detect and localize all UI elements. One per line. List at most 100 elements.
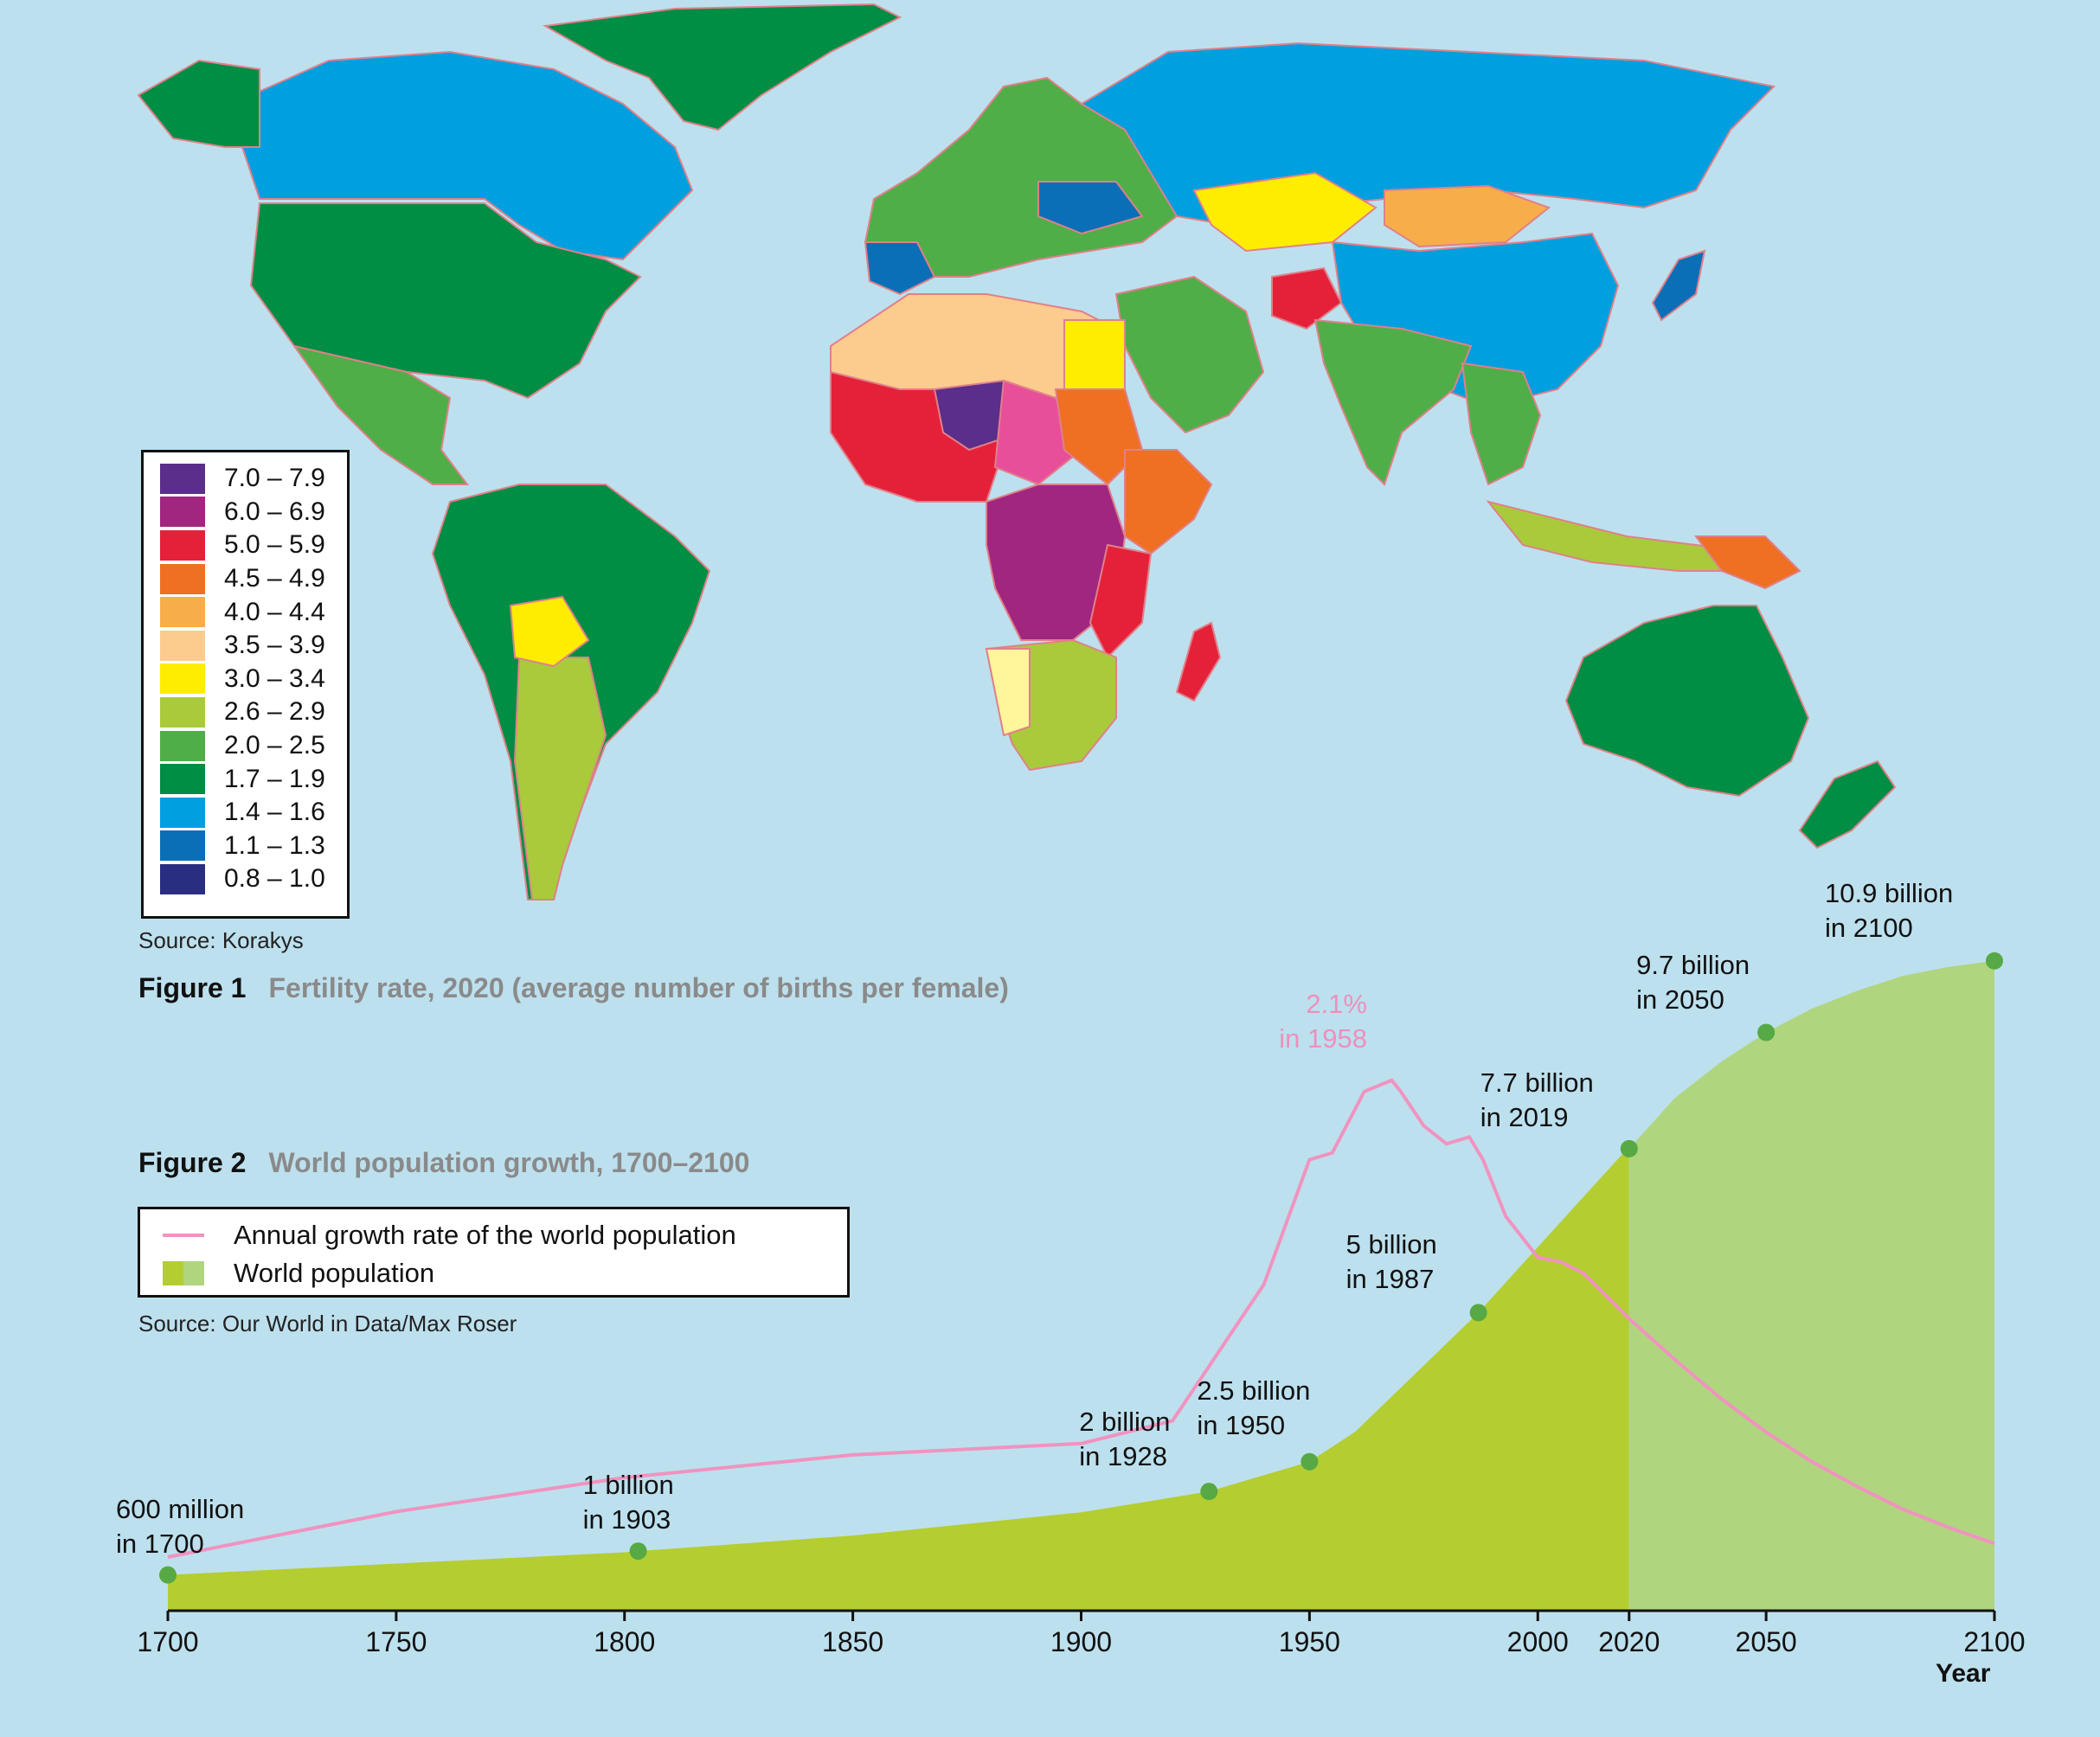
map-bolivia [509,595,590,668]
annotation-line2: in 1700 [116,1528,204,1559]
legend-row: 3.5 – 3.9 [160,629,347,663]
population-annotation: 10.9 billion in 2100 [1825,876,1953,945]
map-canada [241,50,694,261]
growth-rate-line-layer [167,1078,1995,1559]
population-point [1200,1483,1218,1501]
annotation-line2: in 2019 [1480,1101,1569,1132]
legend-label: 2.0 – 2.5 [224,731,325,760]
annotation-line1: 7.7 billion [1480,1067,1594,1098]
legend-label: 1.4 – 1.6 [224,798,325,827]
legend-label: 4.0 – 4.4 [224,597,325,626]
population-area-projected [1628,960,1994,1611]
figure2-title: World population growth, 1700–2100 [268,1147,750,1178]
annotation-line2: in 1987 [1345,1264,1435,1295]
population-annotation: 2.5 billion in 1950 [1197,1374,1310,1443]
population-annotation: 600 million in 1700 [116,1492,244,1561]
map-iberia [864,241,936,296]
legend-label: 3.5 – 3.9 [224,631,325,660]
annotation-line2: in 2050 [1636,984,1724,1015]
legend-row: 0.8 – 1.0 [160,862,347,896]
x-tick-label: 1900 [1050,1626,1113,1657]
x-axis-label: Year [1936,1659,1991,1688]
map-eastern-europe [1037,181,1144,235]
map-papua [1694,535,1801,590]
world-fertility-map [137,3,1897,901]
legend-line-swatch [163,1234,204,1237]
annotation-line1: 600 million [116,1493,245,1524]
annotation-line2: in 2100 [1825,912,1913,943]
legend-row: 1.1 – 1.3 [160,830,347,863]
legend-item-growth-rate: Annual growth rate of the world populati… [163,1216,847,1254]
peak-line1: 2.1% [1306,989,1367,1019]
legend-row: 2.0 – 2.5 [160,729,347,763]
legend-row: 1.4 – 1.6 [160,796,347,830]
legend-swatch [160,563,205,594]
map-new-zealand [1798,760,1897,849]
figure1-caption: Figure 1 Fertility rate, 2020 (average nu… [138,972,1009,1004]
legend-row: 7.0 – 7.9 [160,462,347,496]
legend-label-growth-rate: Annual growth rate of the world populati… [234,1220,736,1250]
legend-swatch [160,730,205,761]
legend-swatch [160,463,205,494]
x-tick-label: 2050 [1735,1626,1797,1657]
x-tick-label: 2100 [1963,1626,2026,1657]
population-point [1757,1023,1776,1042]
x-tick-label: 2020 [1598,1626,1660,1657]
peak-line2: in 1958 [1279,1023,1367,1054]
fertility-legend: 7.0 – 7.9 6.0 – 6.9 5.0 – 5.9 4.5 – 4.9 4.0 … [141,450,350,919]
legend-swatch [160,797,205,828]
legend-label: 4.5 – 4.9 [224,564,325,593]
map-india [1313,318,1473,486]
annotation-line1: 5 billion [1345,1229,1437,1260]
population-point [1986,952,2003,970]
legend-swatch [160,663,205,695]
legend-swatch [160,696,205,727]
map-greenland [542,3,902,131]
annotation-line1: 2 billion [1079,1407,1171,1438]
legend-label: 1.1 – 1.3 [224,830,325,860]
map-mongolia [1384,184,1551,248]
annotation-line1: 10.9 billion [1825,877,1954,908]
legend-area-swatch [163,1261,204,1285]
legend-row: 1.7 – 1.9 [160,762,347,796]
figure1-number: Figure 1 [138,972,247,1003]
population-annotation: 5 billion in 1987 [1346,1227,1437,1297]
x-tick-label: 1850 [822,1626,884,1657]
map-egypt [1063,319,1126,390]
map-madagascar [1175,621,1222,702]
annotation-line1: 1 billion [582,1470,674,1501]
x-tick-label: 1800 [594,1626,656,1657]
legend-swatch [160,529,205,561]
legend-item-population: World population [163,1254,847,1292]
population-point [159,1566,177,1584]
legend-swatch [160,497,205,528]
chart-legend: Annual growth rate of the world populati… [138,1207,850,1298]
population-area-historical [168,1148,1629,1611]
x-tick-label: 1950 [1278,1626,1340,1657]
x-tick-label: 2000 [1506,1626,1569,1657]
legend-label: 0.8 – 1.0 [224,864,325,894]
figure2-number: Figure 2 [138,1147,247,1178]
x-axis-ticks [166,1611,1996,1621]
population-point [1620,1139,1638,1157]
legend-row: 3.0 – 3.4 [160,663,347,696]
map-source: Source: Korakys [138,927,304,953]
legend-label: 6.0 – 6.9 [224,497,325,526]
population-annotation: 1 billion in 1903 [583,1468,674,1537]
population-annotation: 2 billion in 1928 [1079,1405,1170,1474]
annotation-line1: 2.5 billion [1197,1375,1311,1406]
legend-row: 6.0 – 6.9 [160,496,347,529]
map-afghanistan [1271,266,1343,330]
population-point [1300,1452,1319,1471]
map-namibia [985,648,1031,737]
legend-label: 3.0 – 3.4 [224,663,325,693]
population-annotation: 7.7 billion in 2019 [1480,1066,1594,1135]
map-alaska [137,59,260,148]
legend-label: 1.7 – 1.9 [224,764,325,793]
legend-label: 7.0 – 7.9 [224,464,325,493]
growth-rate-line [167,1078,1995,1559]
legend-label-population: World population [234,1258,435,1288]
legend-row: 2.6 – 2.9 [160,695,347,729]
population-point [1469,1304,1487,1322]
growth-peak-annotation: 2.1% in 1958 [1263,987,1367,1056]
